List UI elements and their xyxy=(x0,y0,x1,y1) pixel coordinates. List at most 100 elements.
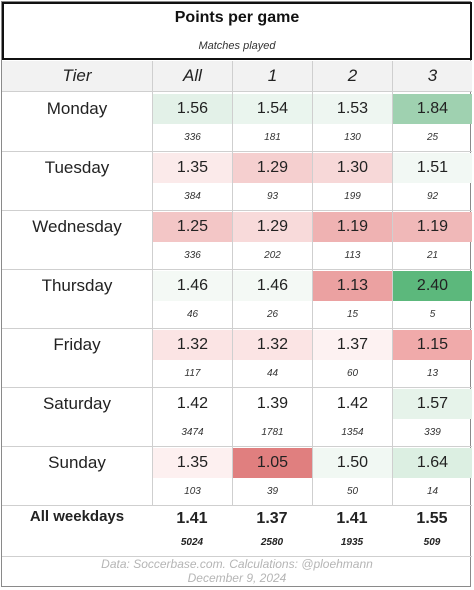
matches-played-cell: 25 xyxy=(426,132,439,143)
total-value: 1.41 xyxy=(336,510,368,527)
column-header-tier: Tier xyxy=(62,66,92,85)
all-weekdays-row: All weekdays 1.41 1.37 1.41 1.55 5024 25… xyxy=(2,504,472,557)
table-row: Tuesday 1.35 384 1.29 93 1.30 199 1.51 92 xyxy=(2,151,472,211)
points-per-game-cell: 1.35 xyxy=(153,448,232,478)
points-per-game-cell: 1.53 xyxy=(313,94,392,124)
column-divider xyxy=(312,328,313,387)
column-divider xyxy=(232,446,233,505)
matches-played-cell: 113 xyxy=(344,250,361,261)
table-subtitle: Matches played xyxy=(198,40,276,52)
column-divider xyxy=(392,151,393,210)
column-divider xyxy=(392,269,393,328)
column-divider xyxy=(312,446,313,505)
matches-played-cell: 26 xyxy=(266,309,279,320)
table-row: Sunday 1.35 103 1.05 39 1.50 50 1.64 14 xyxy=(2,446,472,506)
matches-played-cell: 15 xyxy=(346,309,359,320)
column-header-row: Tier All 1 2 3 xyxy=(2,61,472,92)
points-per-game-cell: 1.15 xyxy=(393,330,472,360)
column-divider xyxy=(312,92,313,151)
points-per-game-cell: 1.30 xyxy=(313,153,392,183)
column-divider xyxy=(392,210,393,269)
table-row: Friday 1.32 117 1.32 44 1.37 60 1.15 13 xyxy=(2,328,472,388)
matches-played-cell: 339 xyxy=(424,427,441,438)
points-per-game-cell: 1.25 xyxy=(153,212,232,242)
day-label: Sunday xyxy=(48,453,106,472)
matches-played-cell: 1781 xyxy=(261,427,284,438)
points-per-game-cell: 1.56 xyxy=(153,94,232,124)
column-divider xyxy=(232,387,233,446)
matches-played-cell: 103 xyxy=(184,486,201,497)
column-divider xyxy=(312,210,313,269)
total-value: 1.37 xyxy=(256,510,288,527)
column-divider xyxy=(312,387,313,446)
column-divider xyxy=(152,151,153,210)
column-divider xyxy=(312,151,313,210)
matches-played-cell: 3474 xyxy=(181,427,204,438)
table-title: Points per game xyxy=(174,9,300,26)
day-label: Wednesday xyxy=(32,217,122,236)
matches-played-cell: 130 xyxy=(344,132,361,143)
points-per-game-cell: 1.29 xyxy=(233,153,312,183)
footer-source: Data: Soccerbase.com. Calculations: @plo… xyxy=(101,557,373,571)
day-label: Saturday xyxy=(42,394,112,413)
table-row: Wednesday 1.25 336 1.29 202 1.19 113 1.19 21 xyxy=(2,210,472,270)
day-label: Thursday xyxy=(41,276,113,295)
table-row: Monday 1.56 336 1.54 181 1.53 130 1.84 25 xyxy=(2,92,472,152)
points-per-game-cell: 1.54 xyxy=(233,94,312,124)
column-divider xyxy=(152,269,153,328)
total-count: 5024 xyxy=(180,537,204,548)
all-weekdays-label: All weekdays xyxy=(29,508,125,525)
column-divider xyxy=(232,92,233,151)
source-footer: Data: Soccerbase.com. Calculations: @plo… xyxy=(2,557,472,585)
column-divider xyxy=(232,269,233,328)
matches-played-cell: 21 xyxy=(426,250,439,261)
column-divider xyxy=(152,328,153,387)
table-header: Points per game Matches played xyxy=(2,2,472,60)
column-divider xyxy=(152,387,153,446)
column-header-tier-2: 2 xyxy=(312,61,392,91)
points-per-game-cell: 1.05 xyxy=(233,448,312,478)
points-per-game-cell: 1.50 xyxy=(313,448,392,478)
points-per-game-cell: 1.19 xyxy=(393,212,472,242)
matches-played-cell: 199 xyxy=(344,191,361,202)
points-per-game-cell: 1.19 xyxy=(313,212,392,242)
column-divider xyxy=(152,210,153,269)
points-per-game-cell: 2.40 xyxy=(393,271,472,301)
matches-played-cell: 92 xyxy=(426,191,439,202)
day-label: Monday xyxy=(46,99,108,118)
total-value: 1.41 xyxy=(176,510,208,527)
matches-played-cell: 336 xyxy=(184,132,201,143)
matches-played-cell: 336 xyxy=(184,250,201,261)
matches-played-cell: 46 xyxy=(186,309,199,320)
matches-played-cell: 181 xyxy=(264,132,281,143)
footer-date: December 9, 2024 xyxy=(187,571,287,585)
total-count: 1935 xyxy=(340,537,364,548)
matches-played-cell: 1354 xyxy=(341,427,364,438)
points-per-game-cell: 1.35 xyxy=(153,153,232,183)
column-header-tier-1: 1 xyxy=(232,61,312,91)
column-header-tier-3: 3 xyxy=(392,61,472,91)
points-per-game-cell: 1.29 xyxy=(233,212,312,242)
points-per-game-cell: 1.32 xyxy=(153,330,232,360)
points-per-game-cell: 1.42 xyxy=(313,389,392,419)
matches-played-cell: 50 xyxy=(346,486,359,497)
points-per-game-cell: 1.32 xyxy=(233,330,312,360)
column-divider xyxy=(312,269,313,328)
table-row: Saturday 1.42 3474 1.39 1781 1.42 1354 1.57 339 xyxy=(2,387,472,447)
points-per-game-cell: 1.51 xyxy=(393,153,472,183)
column-divider xyxy=(232,210,233,269)
matches-played-cell: 93 xyxy=(266,191,279,202)
matches-played-cell: 44 xyxy=(266,368,279,379)
points-per-game-cell: 1.39 xyxy=(233,389,312,419)
total-count: 2580 xyxy=(260,537,284,548)
day-label: Tuesday xyxy=(44,158,110,177)
matches-played-cell: 60 xyxy=(346,368,359,379)
points-per-game-cell: 1.13 xyxy=(313,271,392,301)
column-header-all: All xyxy=(152,61,232,91)
points-per-game-cell: 1.46 xyxy=(153,271,232,301)
points-per-game-cell: 1.37 xyxy=(313,330,392,360)
matches-played-cell: 117 xyxy=(184,368,201,379)
matches-played-cell: 13 xyxy=(426,368,439,379)
points-per-game-cell: 1.46 xyxy=(233,271,312,301)
column-divider xyxy=(152,92,153,151)
